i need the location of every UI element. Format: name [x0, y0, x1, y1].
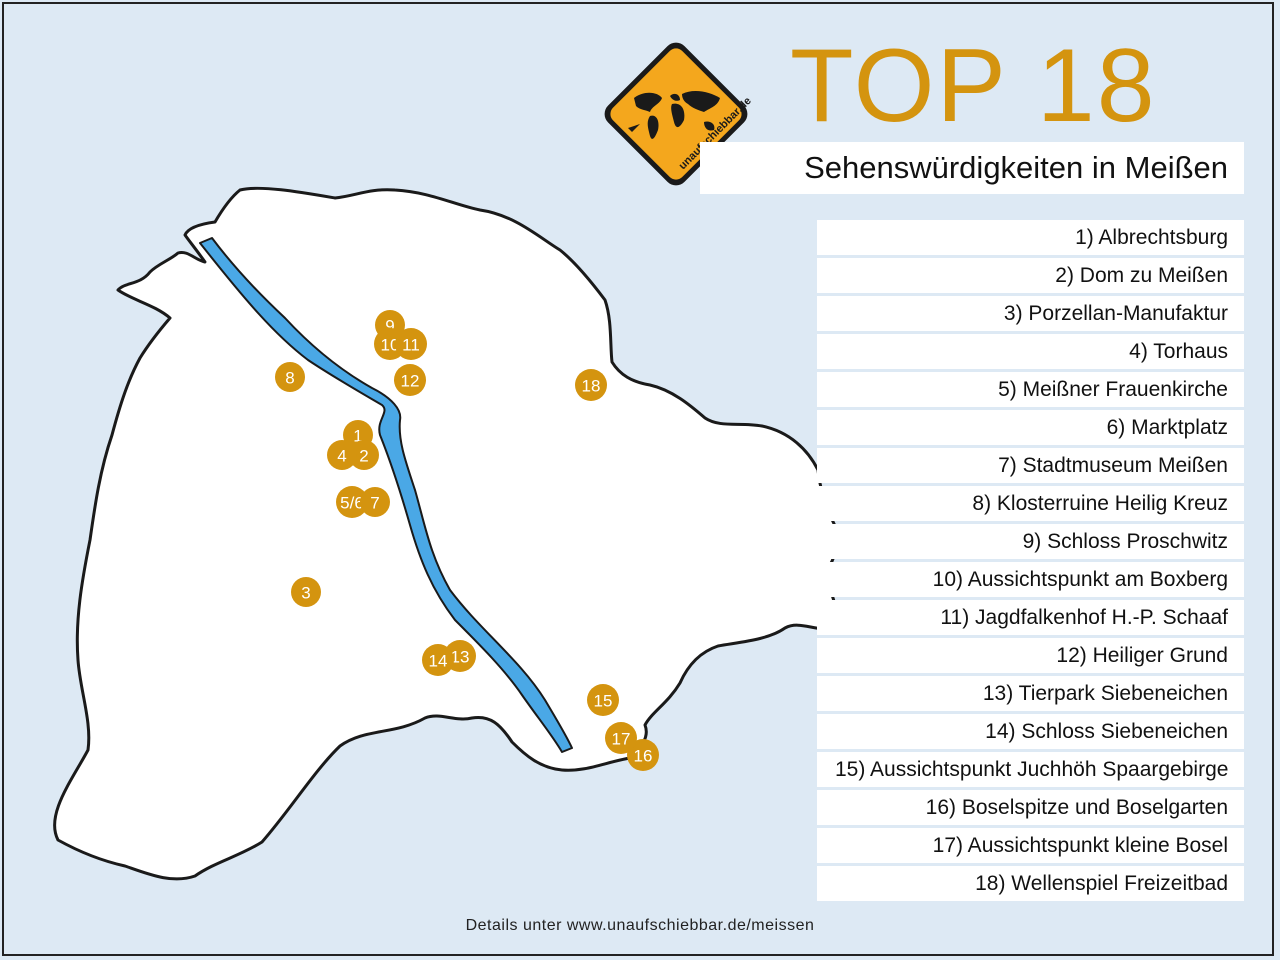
- legend-item: 14) Schloss Siebeneichen: [817, 714, 1244, 749]
- world-map-warning-sign-icon: [628, 91, 720, 139]
- map-marker[interactable]: 14: [422, 644, 454, 676]
- legend-item: 18) Wellenspiel Freizeitbad: [817, 866, 1244, 901]
- map-marker[interactable]: 16: [627, 739, 659, 771]
- map-marker-label: 12: [401, 372, 420, 391]
- legend-item: 9) Schloss Proschwitz: [817, 524, 1244, 559]
- legend-item: 3) Porzellan-Manufaktur: [817, 296, 1244, 331]
- legend-item: 13) Tierpark Siebeneichen: [817, 676, 1244, 711]
- legend-item: 7) Stadtmuseum Meißen: [817, 448, 1244, 483]
- elbe-river: [199, 237, 573, 753]
- map-marker-circle: [349, 440, 379, 470]
- legend-item: 8) Klosterruine Heilig Kreuz: [817, 486, 1244, 521]
- map-marker[interactable]: 7: [360, 487, 390, 517]
- map-marker[interactable]: 15: [587, 684, 619, 716]
- map-marker-circle: [275, 362, 305, 392]
- map-marker-circle: [291, 577, 321, 607]
- legend-item: 12) Heiliger Grund: [817, 638, 1244, 673]
- legend-item: 11) Jagdfalkenhof H.-P. Schaaf: [817, 600, 1244, 635]
- city-area: [53, 186, 839, 881]
- map-marker-label: 9: [385, 317, 394, 336]
- map-marker-circle: [395, 328, 427, 360]
- map-marker[interactable]: 11: [395, 328, 427, 360]
- map-marker[interactable]: 5/6: [336, 486, 368, 518]
- page-title: TOP 18: [790, 28, 1157, 144]
- map-marker-circle: [605, 722, 637, 754]
- legend-item: 16) Boselspitze und Boselgarten: [817, 790, 1244, 825]
- map-marker-circle: [422, 644, 454, 676]
- map-marker-label: 8: [285, 369, 294, 388]
- legend-item: 17) Aussichtspunkt kleine Bosel: [817, 828, 1244, 863]
- legend-item: 6) Marktplatz: [817, 410, 1244, 445]
- map-marker-circle: [627, 739, 659, 771]
- map-marker[interactable]: 17: [605, 722, 637, 754]
- map-marker-label: 16: [634, 747, 653, 766]
- map-marker-label: 11: [402, 336, 420, 355]
- map-marker-label: 3: [301, 584, 310, 603]
- map-marker-circle: [360, 487, 390, 517]
- map-marker-label: 4: [337, 447, 346, 466]
- map-marker-label: 1: [353, 427, 362, 446]
- legend: 1) Albrechtsburg 2) Dom zu Meißen 3) Porze…: [817, 220, 1244, 904]
- map-marker-label: 17: [612, 730, 631, 749]
- legend-item: 5) Meißner Frauenkirche: [817, 372, 1244, 407]
- map-marker-label: 14: [429, 652, 448, 671]
- map-marker-label: 13: [451, 648, 470, 667]
- map-marker[interactable]: 3: [291, 577, 321, 607]
- legend-item: 15) Aussichtspunkt Juchhöh Spaargebirge: [817, 752, 1244, 787]
- map-marker-label: 7: [370, 494, 379, 513]
- map-marker[interactable]: 2: [349, 440, 379, 470]
- map-marker-circle: [394, 364, 426, 396]
- map-marker-circle: [327, 440, 357, 470]
- map-marker-circle: [336, 486, 368, 518]
- map-marker-label: 2: [359, 447, 368, 466]
- map-marker-circle: [575, 369, 607, 401]
- legend-item: 4) Torhaus: [817, 334, 1244, 369]
- map-marker-label: 5/6: [340, 494, 364, 513]
- map-marker[interactable]: 4: [327, 440, 357, 470]
- map-marker-circle: [587, 684, 619, 716]
- footer-url: Details unter www.unaufschiebbar.de/meis…: [465, 917, 815, 934]
- map-marker[interactable]: 8: [275, 362, 305, 392]
- legend-item: 10) Aussichtspunkt am Boxberg: [817, 562, 1244, 597]
- map-marker[interactable]: 18: [575, 369, 607, 401]
- map-marker-label: 15: [594, 692, 613, 711]
- map-marker[interactable]: 12: [394, 364, 426, 396]
- page-subtitle: Sehenswürdigkeiten in Meißen: [700, 142, 1244, 194]
- legend-item: 1) Albrechtsburg: [817, 220, 1244, 255]
- map-marker-label: 18: [582, 377, 601, 396]
- map-marker-label: 10: [381, 336, 400, 355]
- legend-item: 2) Dom zu Meißen: [817, 258, 1244, 293]
